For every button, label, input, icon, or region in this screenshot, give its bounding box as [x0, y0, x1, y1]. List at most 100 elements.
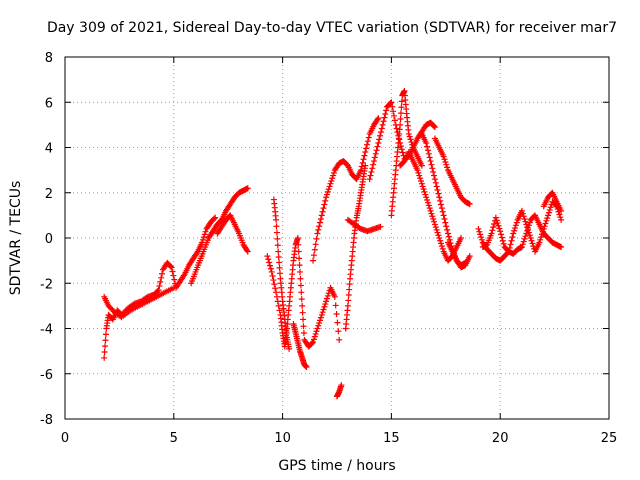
data-point [441, 215, 448, 222]
data-point [268, 268, 275, 275]
x-tick-label: 15 [383, 431, 400, 446]
x-axis-label: GPS time / hours [278, 458, 395, 474]
data-point [441, 156, 448, 163]
data-point [310, 336, 317, 343]
data-point [364, 138, 371, 145]
data-point [322, 197, 329, 204]
data-point [440, 153, 447, 160]
data-point [519, 210, 526, 217]
data-point [345, 292, 352, 299]
data-point [430, 215, 437, 222]
series-seg6 [270, 196, 293, 352]
data-point [508, 237, 515, 244]
data-point [428, 210, 435, 217]
x-tick-label: 25 [601, 431, 618, 446]
data-point [496, 225, 503, 232]
data-point [494, 220, 501, 227]
data-point [319, 208, 326, 215]
data-point [421, 188, 428, 195]
data-point [497, 228, 504, 235]
data-point [417, 175, 424, 182]
data-point [299, 302, 306, 309]
data-point [297, 275, 304, 282]
data-point [523, 221, 530, 228]
data-point [430, 168, 437, 175]
data-point [458, 235, 465, 241]
data-point [320, 306, 327, 313]
data-point [323, 194, 330, 201]
data-point [345, 297, 352, 304]
data-point [324, 188, 331, 195]
data-point [522, 233, 529, 240]
data-point [346, 281, 353, 288]
data-point [445, 233, 452, 240]
data-point [332, 302, 339, 309]
data-point [360, 156, 367, 163]
data-point [310, 257, 317, 264]
data-point [296, 255, 303, 262]
series-seg3 [188, 185, 251, 287]
data-point [243, 247, 250, 254]
data-point [491, 220, 498, 227]
data-point [159, 270, 166, 277]
data-point [170, 284, 177, 291]
data-point [407, 136, 414, 143]
series-seg11 [344, 216, 384, 235]
data-point [324, 292, 331, 299]
data-point [370, 161, 377, 168]
data-point [398, 104, 405, 111]
data-point [439, 208, 446, 215]
data-point [436, 235, 443, 241]
data-point [297, 268, 304, 275]
series-seg13 [388, 87, 425, 219]
data-point [109, 306, 116, 313]
data-point [300, 316, 307, 323]
data-point [444, 226, 451, 233]
series-seg9 [342, 162, 369, 332]
series-seg5 [264, 235, 343, 350]
data-point [431, 172, 438, 179]
data-point [513, 219, 520, 226]
data-point [310, 339, 317, 346]
data-point [397, 110, 404, 117]
data-point [314, 230, 321, 237]
data-point [361, 152, 368, 159]
data-point [529, 240, 536, 247]
data-point [105, 302, 112, 309]
data-point [547, 204, 554, 211]
data-point [429, 165, 436, 172]
data-point [391, 112, 398, 119]
data-point [267, 265, 274, 272]
data-point [438, 201, 445, 208]
data-point [317, 317, 324, 324]
data-point [498, 234, 505, 241]
data-point [275, 302, 282, 309]
series-seg4 [214, 212, 251, 255]
data-point [432, 224, 439, 231]
data-point [296, 262, 303, 269]
data-point [418, 162, 425, 169]
data-point [101, 349, 108, 356]
data-point [423, 194, 430, 201]
grid [65, 57, 609, 419]
data-point [359, 159, 366, 166]
data-point [327, 180, 334, 187]
data-point [428, 161, 435, 168]
data-point [170, 272, 177, 279]
data-point [244, 185, 251, 192]
data-point [433, 226, 440, 233]
series-seg7 [290, 320, 310, 370]
data-point [274, 235, 281, 242]
data-point [334, 319, 341, 326]
data-point [193, 249, 200, 256]
series-seg17 [444, 239, 473, 271]
y-tick-label: -6 [40, 368, 53, 383]
y-tick-label: 8 [45, 51, 53, 66]
data-point [299, 309, 306, 316]
data-point [320, 205, 327, 212]
data-point [406, 133, 413, 140]
data-point [300, 330, 307, 337]
data-point [436, 194, 443, 201]
data-point [269, 273, 276, 280]
